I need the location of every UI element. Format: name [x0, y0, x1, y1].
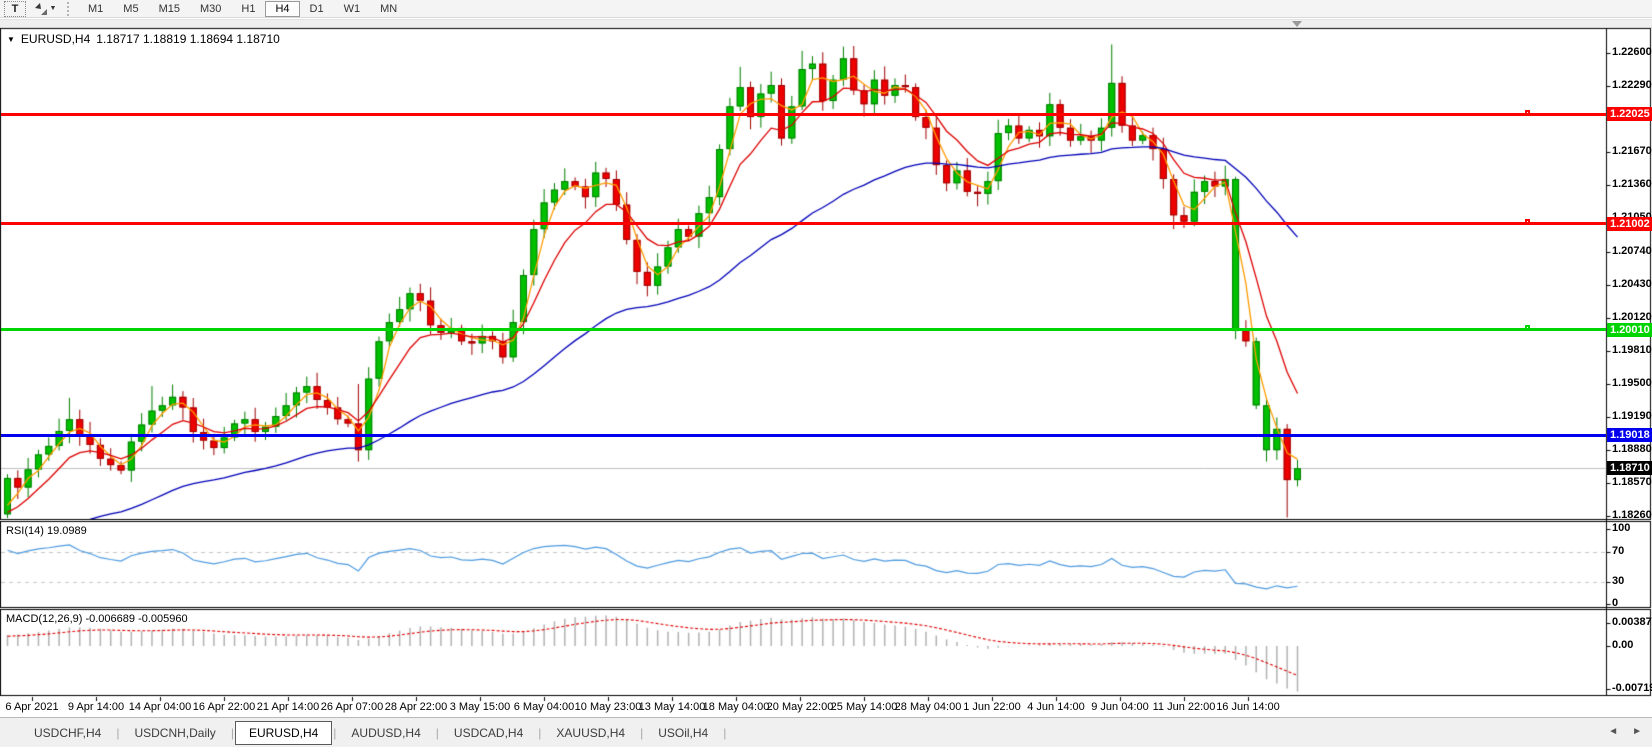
text-tool-button[interactable]: T	[4, 0, 26, 17]
price-axis-tick: 1.18570	[1612, 476, 1652, 489]
time-axis-label: 14 Apr 04:00	[128, 701, 192, 713]
collapse-caret-icon[interactable]: ▼	[7, 34, 15, 44]
horizontal-line-1.21002[interactable]	[1, 219, 1606, 226]
chart-tab-xauusd[interactable]: XAUUSD,H4	[556, 725, 626, 740]
price-axis-tick: 1.21360	[1612, 178, 1652, 191]
chart-ohlc: 1.18717 1.18819 1.18694 1.18710	[96, 32, 280, 46]
time-axis-label: 28 May 04:00	[894, 701, 962, 713]
tab-separator: |	[640, 725, 644, 740]
chart-tab-usdchf[interactable]: USDCHF,H4	[34, 725, 102, 740]
price-axis-tick: 1.20740	[1612, 244, 1652, 257]
horizontal-line-1.19018[interactable]	[1, 433, 1606, 437]
time-axis-label: 6 Apr 2021	[5, 701, 59, 713]
chart-tab-usoil[interactable]: USOil,H4	[658, 725, 709, 740]
chart-tab-usdcnh[interactable]: USDCNH,Daily	[134, 725, 216, 740]
timeframe-button-h4[interactable]: H4	[265, 0, 300, 17]
time-axis-label: 9 Jun 04:00	[1091, 701, 1149, 713]
time-axis-label: 18 May 04:00	[702, 701, 770, 713]
timeframe-button-h1[interactable]: H1	[231, 1, 265, 17]
tab-separator: |	[230, 725, 234, 740]
time-axis-label: 20 May 22:00	[766, 701, 834, 713]
toolbar-separator	[67, 1, 72, 16]
line-anchor-marker[interactable]	[1525, 325, 1530, 331]
horizontal-line-1.22025[interactable]	[1, 109, 1606, 116]
chart-tab-usdcad[interactable]: USDCAD,H4	[453, 725, 524, 740]
rsi-axis-tick: 30	[1612, 574, 1625, 587]
time-axis-label: 3 May 15:00	[449, 701, 511, 713]
price-tag-1.22025: 1.22025	[1607, 107, 1652, 122]
price-axis-tick: 1.22290	[1612, 79, 1652, 92]
chevron-down-icon[interactable]: ▼	[49, 5, 57, 12]
timeframe-button-mn[interactable]: MN	[370, 1, 407, 17]
timeframe-toolbar: M1 M5 M15 M30 H1 H4 D1 W1 MN	[78, 0, 407, 18]
chart-symbol: EURUSD,H4	[20, 32, 91, 46]
arrows-tool-icon	[34, 2, 47, 15]
chart-tabbar: USDCHF,H4 | USDCNH,Daily | EURUSD,H4 | AUDUSD,…	[0, 717, 1652, 747]
time-axis-label: 28 Apr 22:00	[384, 701, 448, 713]
macd-axis-tick: 0.003873	[1612, 616, 1652, 628]
tab-separator: |	[116, 725, 120, 740]
top-toolbar: T ▼ M1 M5 M15 M30 H1 H4 D1 W1 MN	[0, 0, 1652, 18]
chart-tab-audusd[interactable]: AUDUSD,H4	[351, 725, 421, 740]
line-anchor-marker[interactable]	[1525, 219, 1530, 225]
timeframe-button-m15[interactable]: M15	[149, 1, 190, 17]
rsi-axis-tick: 0	[1612, 597, 1619, 609]
tab-separator: |	[723, 725, 727, 740]
time-axis-label: 9 Apr 14:00	[67, 701, 125, 713]
time-axis-label: 13 May 14:00	[638, 701, 706, 713]
arrows-tool-button[interactable]: ▼	[28, 1, 62, 17]
timeframe-button-m30[interactable]: M30	[190, 1, 231, 17]
tab-separator: |	[435, 725, 439, 740]
time-axis-label: 1 Jun 22:00	[963, 701, 1021, 713]
rsi-axis-tick: 70	[1612, 544, 1625, 557]
chart-title: ▼ EURUSD,H4 1.18717 1.18819 1.18694 1.18…	[7, 32, 280, 46]
tab-scroll-arrows: ◄ ►	[1608, 726, 1642, 737]
price-axis-tick: 1.18880	[1612, 443, 1652, 456]
horizontal-line-1.20010[interactable]	[1, 325, 1606, 332]
macd-axis-tick: 0.00	[1612, 639, 1634, 651]
price-axis-tick: 1.22600	[1612, 46, 1652, 58]
price-tag-1.21002: 1.21002	[1607, 216, 1652, 231]
time-axis-label: 21 Apr 14:00	[256, 701, 320, 713]
time-axis-label: 11 Jun 22:00	[1152, 701, 1216, 713]
rsi-axis-tick: 100	[1612, 522, 1631, 534]
price-tag-1.19018: 1.19018	[1607, 428, 1652, 443]
tab-separator: |	[538, 725, 542, 740]
rsi-indicator-label: RSI(14) 19.0989	[6, 525, 87, 537]
price-axis-tick: 1.21670	[1612, 145, 1652, 158]
tab-scroll-right-icon[interactable]: ►	[1632, 726, 1642, 737]
time-axis-label: 16 Apr 22:00	[192, 701, 256, 713]
tab-scroll-left-icon[interactable]: ◄	[1608, 726, 1619, 737]
macd-indicator-label: MACD(12,26,9) -0.006689 -0.005960	[6, 613, 188, 625]
timeframe-button-m1[interactable]: M1	[78, 1, 113, 17]
time-axis-label: 26 Apr 07:00	[320, 701, 384, 713]
chart-shift-marker	[1292, 21, 1302, 27]
time-axis-label: 4 Jun 14:00	[1027, 701, 1085, 713]
timeframe-button-d1[interactable]: D1	[300, 1, 334, 17]
line-anchor-marker[interactable]	[1525, 109, 1530, 115]
time-axis-label: 25 May 14:00	[830, 701, 898, 713]
price-axis-tick: 1.19500	[1612, 376, 1652, 389]
chart-scrollbar[interactable]	[0, 19, 1652, 28]
price-axis-tick: 1.20120	[1612, 310, 1652, 323]
time-axis-label: 10 May 23:00	[574, 701, 642, 713]
price-tag-1.20010: 1.20010	[1607, 322, 1652, 337]
price-axis-tick: 1.18260	[1612, 509, 1652, 522]
time-axis-label: 16 Jun 14:00	[1216, 701, 1280, 713]
timeframe-button-w1[interactable]: W1	[334, 1, 371, 17]
current-price-tag: 1.18710	[1607, 461, 1652, 476]
chart-tab-eurusd[interactable]: EURUSD,H4	[234, 720, 333, 745]
price-axis-tick: 1.19810	[1612, 343, 1652, 356]
tab-separator: |	[333, 725, 337, 740]
price-axis-tick: 1.19190	[1612, 410, 1652, 423]
time-axis-label: 6 May 04:00	[513, 701, 575, 713]
timeframe-button-m5[interactable]: M5	[113, 1, 148, 17]
price-axis-tick: 1.20430	[1612, 277, 1652, 290]
macd-axis-tick: -0.007192	[1612, 681, 1652, 694]
